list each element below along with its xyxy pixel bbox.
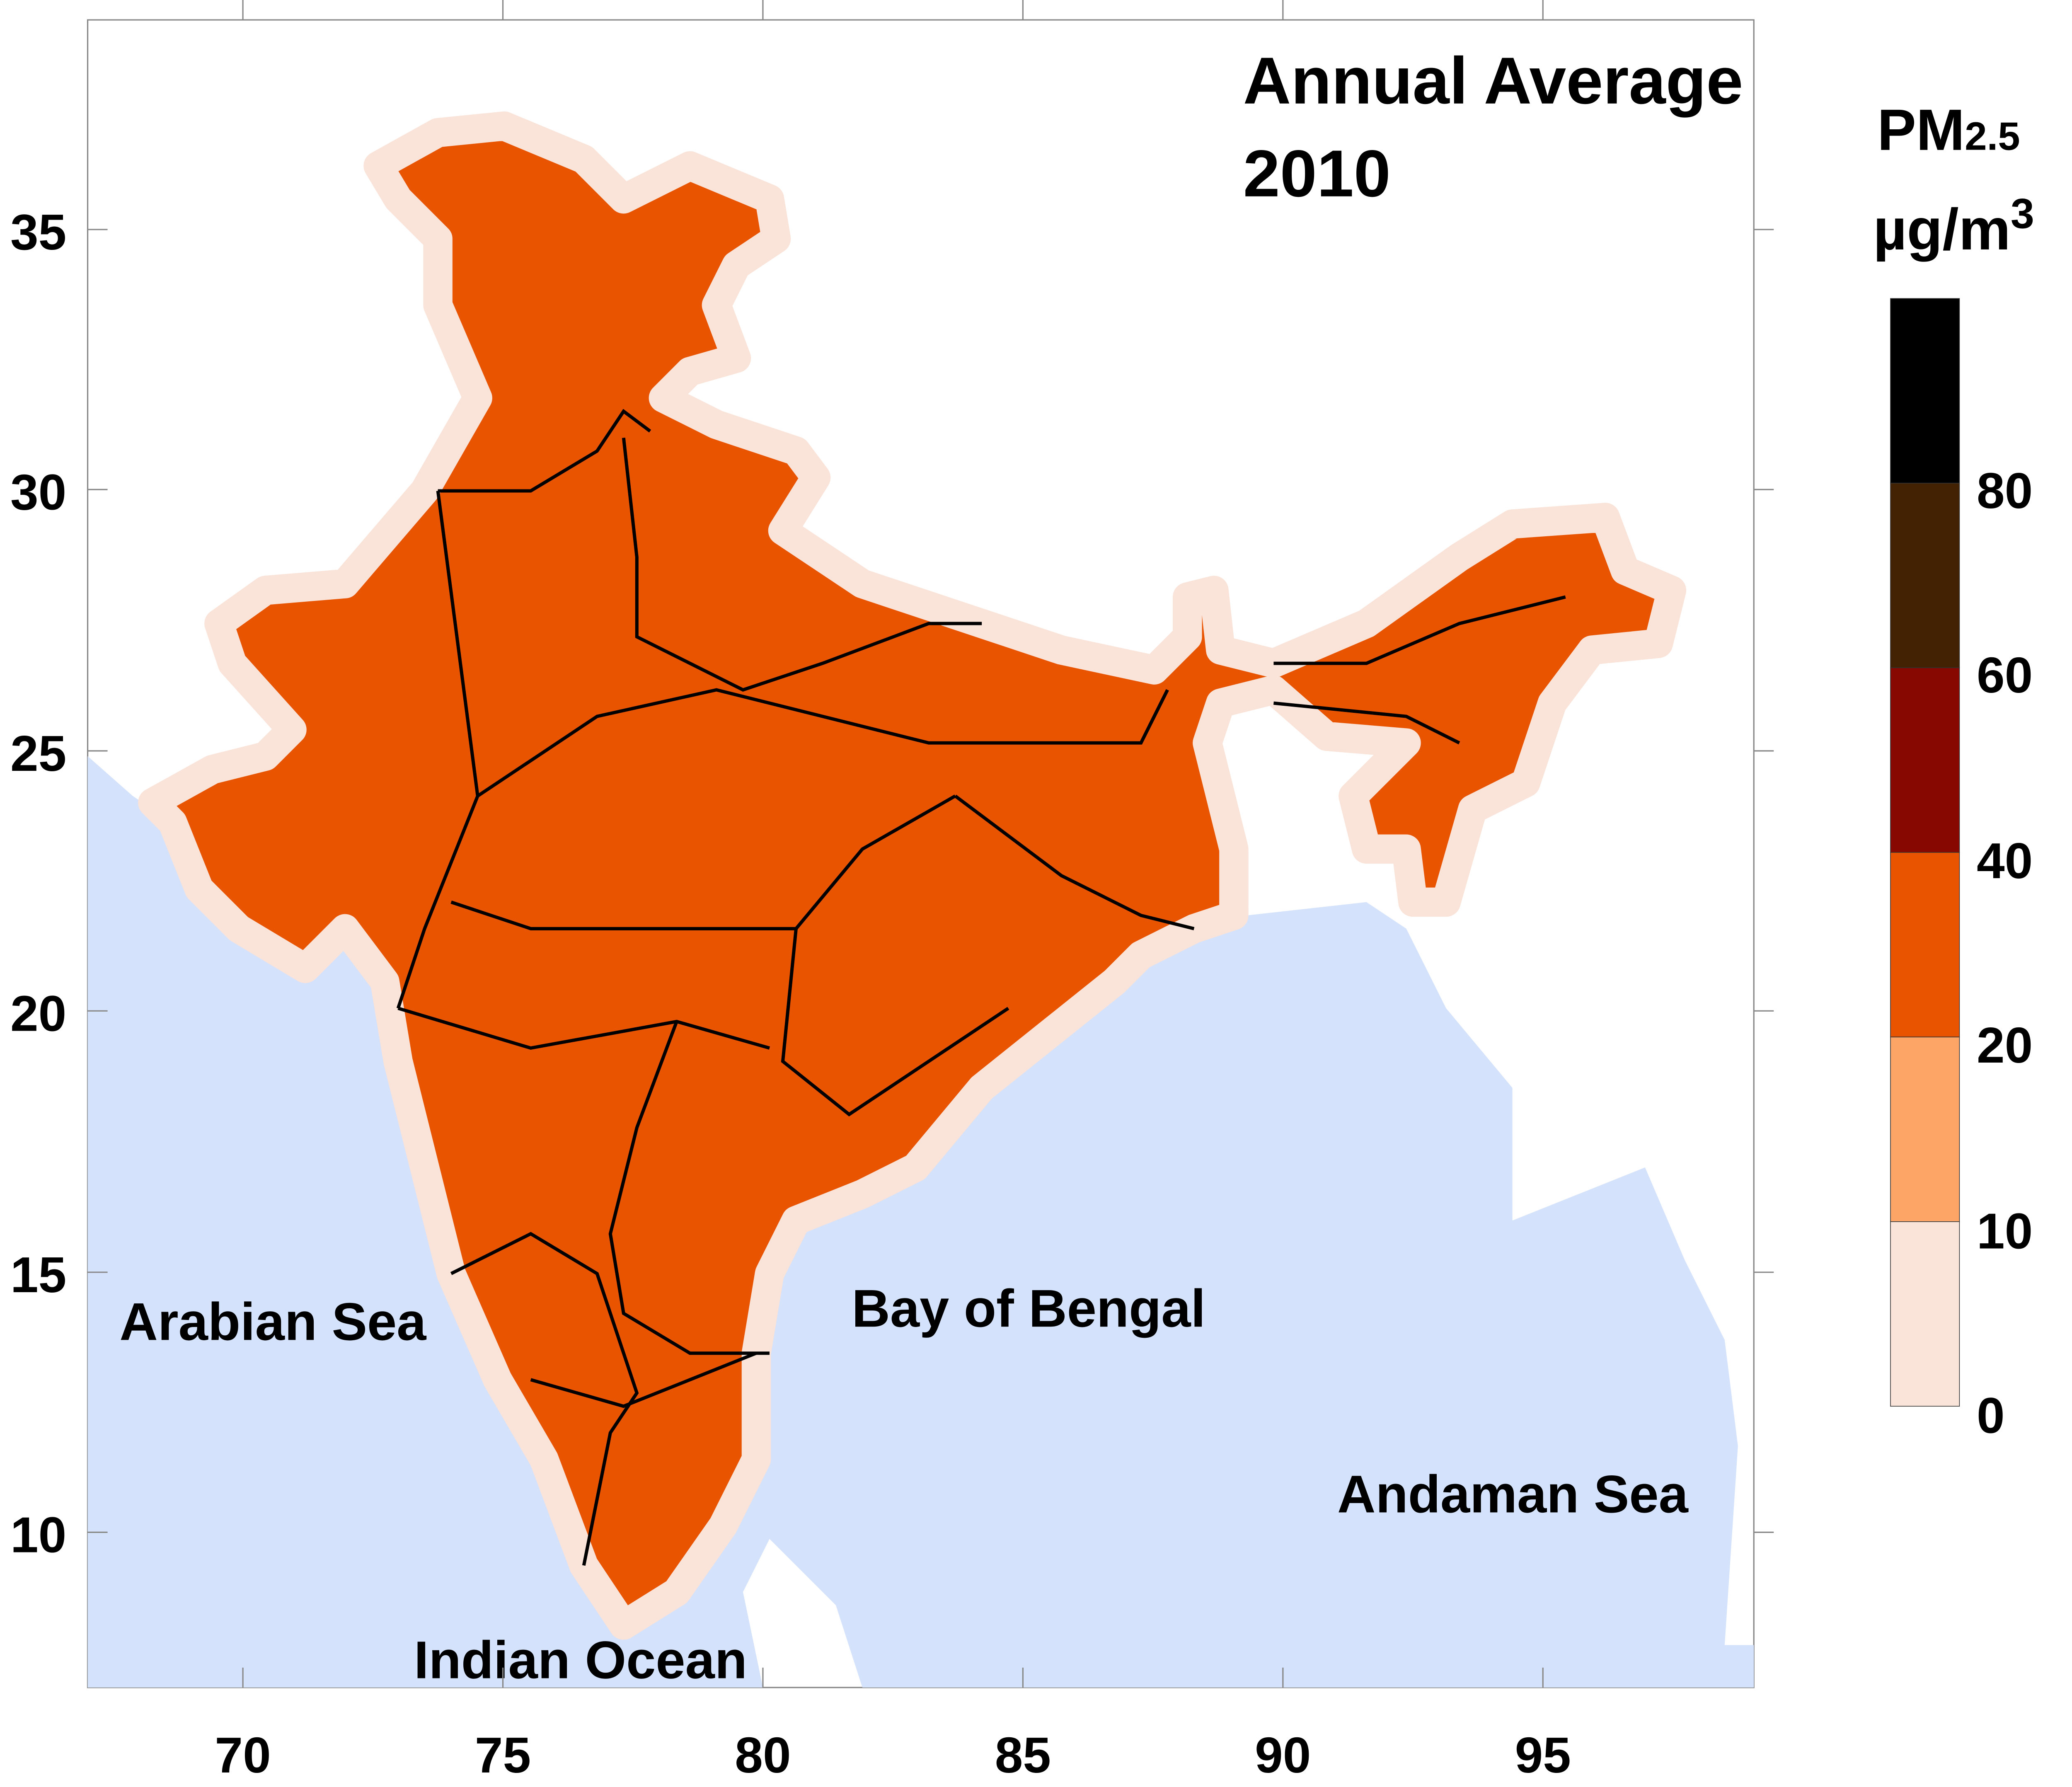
y-tick-label: 20 bbox=[10, 985, 66, 1041]
colorbar-tick-label: 60 bbox=[1977, 647, 2033, 703]
y-tick-label: 30 bbox=[10, 464, 66, 520]
label-arabian-sea: Arabian Sea bbox=[119, 1292, 427, 1351]
map-year: 2010 bbox=[1243, 136, 1391, 211]
colorbar-tick-label: 80 bbox=[1977, 462, 2033, 519]
y-tick-label: 15 bbox=[10, 1247, 66, 1303]
colorbar-tick-label: 0 bbox=[1977, 1387, 2005, 1443]
y-tick-label: 10 bbox=[10, 1506, 66, 1563]
label-indian-ocean: Indian Ocean bbox=[414, 1631, 747, 1690]
ocean-area bbox=[87, 756, 1754, 1688]
colorbar-bin bbox=[1890, 482, 1960, 668]
state-borders bbox=[396, 409, 1566, 1566]
colorbar-tick-label: 10 bbox=[1977, 1203, 2033, 1259]
x-tick-label: 80 bbox=[735, 1727, 791, 1783]
colorbar-bin bbox=[1890, 852, 1960, 1038]
colorbar-tick-label: 20 bbox=[1977, 1017, 2033, 1073]
y-tick-label: 25 bbox=[10, 725, 66, 782]
colorbar-bin bbox=[1890, 1036, 1960, 1222]
colorbar-bin bbox=[1890, 298, 1960, 484]
x-tick-label: 75 bbox=[475, 1727, 531, 1783]
x-tick-label: 95 bbox=[1515, 1727, 1571, 1783]
label-bay-of-bengal: Bay of Bengal bbox=[852, 1279, 1205, 1338]
colorbar-bin bbox=[1890, 1221, 1960, 1407]
x-tick-label: 70 bbox=[215, 1727, 271, 1783]
axis-ticks bbox=[87, 0, 1774, 1688]
colorbar-bin bbox=[1890, 667, 1960, 853]
colorbar-tick-label: 40 bbox=[1977, 833, 2033, 889]
colorbar bbox=[1890, 298, 1960, 1407]
colorbar-label: PM2.5 bbox=[1877, 97, 2020, 162]
map-title: Annual Average bbox=[1243, 44, 1743, 118]
y-tick-label: 35 bbox=[10, 204, 66, 260]
colorbar-unit: µg/m3 bbox=[1873, 190, 2034, 262]
x-tick-label: 90 bbox=[1255, 1727, 1311, 1783]
x-tick-label: 85 bbox=[995, 1727, 1051, 1783]
label-andaman-sea: Andaman Sea bbox=[1337, 1465, 1689, 1524]
